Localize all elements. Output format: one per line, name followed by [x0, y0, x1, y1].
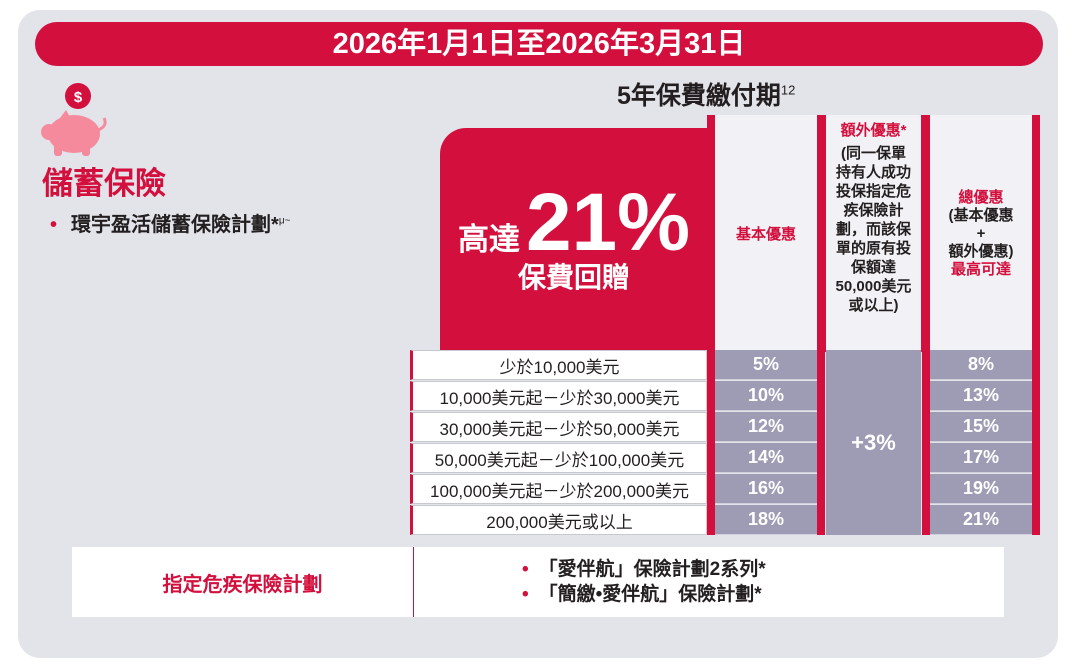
- column-header-total-plus: +: [976, 224, 986, 242]
- footnote-marker: 12: [780, 82, 796, 98]
- column-divider: [817, 350, 825, 535]
- payment-period-title: 5年保費繳付期12: [617, 76, 795, 112]
- svg-text:$: $: [74, 89, 83, 106]
- table-cell-base: 5%: [715, 350, 817, 380]
- plan-item: • 環宇盈活儲蓄保險計劃*μ~: [50, 208, 290, 237]
- table-cell-total: 13%: [930, 381, 1032, 411]
- table-cell-total: 19%: [930, 474, 1032, 504]
- table-row-range: 100,000美元起－少於200,000美元: [410, 474, 707, 504]
- table-row-range: 少於10,000美元: [410, 350, 707, 380]
- plan-footnote: μ~: [278, 215, 291, 227]
- column-divider: [707, 350, 715, 535]
- column-header-total-extra: 額外優惠): [948, 242, 1014, 260]
- column-header-total: 總優惠 (基本優惠 + 額外優惠) 最高可達: [922, 115, 1040, 352]
- table-row-range: 30,000美元起－少於50,000美元: [410, 412, 707, 442]
- table-cell-base: 10%: [715, 381, 817, 411]
- critical-illness-plan: 「愛伴航」保險計劃2系列*: [538, 559, 766, 580]
- critical-illness-plan-list: • 「愛伴航」保險計劃2系列* • 「簡繳•愛伴航」保險計劃*: [522, 557, 766, 607]
- table-cell-total: 17%: [930, 443, 1032, 473]
- payment-period-label: 5年保費繳付期: [617, 82, 781, 110]
- column-header-total-max: 最高可達: [950, 260, 1011, 278]
- plan-name: 環宇盈活儲蓄保險計劃*: [71, 214, 279, 236]
- table-row-range: 200,000美元或以上: [410, 505, 707, 535]
- bullet: •: [522, 559, 529, 580]
- column-header-base-label: 基本優惠: [735, 226, 796, 243]
- column-header-extra: 額外優惠* (同一保單持有人成功投保指定危疾保險計劃，而該保單的原有投保額達50…: [818, 115, 929, 352]
- table-cell-base: 12%: [715, 412, 817, 442]
- list-item: • 「愛伴航」保險計劃2系列*: [522, 557, 766, 582]
- column-divider: [922, 350, 930, 535]
- table-cell-base: 16%: [715, 474, 817, 504]
- bullet: •: [522, 584, 529, 605]
- table-cell-base: 14%: [715, 443, 817, 473]
- column-header-total-base: (基本優惠: [948, 206, 1014, 224]
- promo-suffix: 保費回贈: [517, 262, 630, 293]
- promo-percent: 21%: [525, 177, 691, 268]
- column-header-total-title: 總優惠: [958, 188, 1004, 206]
- category-title: 儲蓄保險: [42, 166, 166, 201]
- table-row-range: 50,000美元起－少於100,000美元: [410, 443, 707, 473]
- critical-illness-plan: 「簡繳•愛伴航」保險計劃*: [538, 584, 762, 605]
- table-cell-total: 8%: [930, 350, 1032, 380]
- table-row-range: 10,000美元起－少於30,000美元: [410, 381, 707, 411]
- piggy-bank-dollar-icon: $: [40, 80, 110, 163]
- critical-illness-label: 指定危疾保險計劃: [72, 547, 414, 617]
- column-header-extra-condition: (同一保單持有人成功投保指定危疾保險計劃，而該保單的原有投保額達50,000美元…: [835, 145, 912, 314]
- critical-illness-box: 指定危疾保險計劃 • 「愛伴航」保險計劃2系列* • 「簡繳•愛伴航」保險計劃*: [72, 547, 1004, 617]
- list-item: • 「簡繳•愛伴航」保險計劃*: [522, 582, 766, 607]
- column-header-extra-title: 額外優惠*: [840, 122, 907, 139]
- bullet: •: [50, 214, 58, 236]
- extra-offer-value: +3%: [826, 350, 921, 535]
- date-range-banner: 2026年1月1日至2026年3月31日: [35, 22, 1043, 66]
- promo-prefix: 高達: [457, 222, 520, 257]
- promo-block: 高達 21% 保費回贈: [440, 128, 708, 350]
- column-header-base: 基本優惠: [707, 115, 825, 352]
- table-cell-total: 21%: [930, 505, 1032, 535]
- column-divider: [1032, 350, 1040, 535]
- table-cell-total: 15%: [930, 412, 1032, 442]
- table-cell-base: 18%: [715, 505, 817, 535]
